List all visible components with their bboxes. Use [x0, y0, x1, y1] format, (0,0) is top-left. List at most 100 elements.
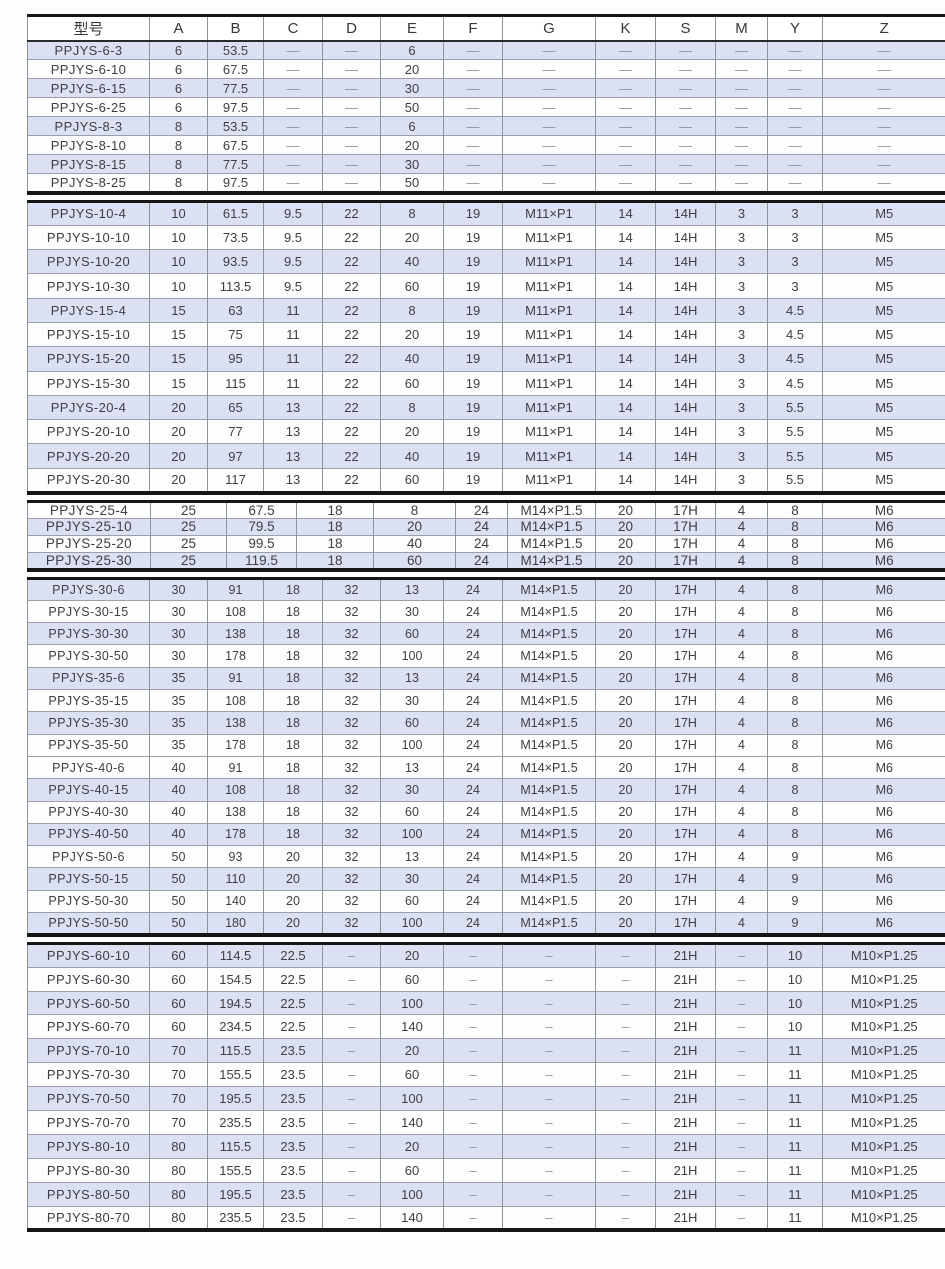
value-cell: 32	[322, 889, 381, 913]
value-cell: 97.5	[207, 97, 264, 117]
value-cell: 20	[595, 845, 656, 868]
value-cell: 13	[380, 577, 444, 601]
table-row: PPJYS-8-15 8 77.5— —30— — — — — — —	[27, 154, 945, 174]
value-cell: —	[715, 40, 768, 60]
value-cell: 25	[150, 500, 227, 519]
table-row: PPJYS-15-10 15 75 11 22 20 19 M11×P1 14 14H 3 4.5 M5	[27, 321, 945, 347]
value-cell: 4	[715, 755, 768, 779]
value-cell: –	[443, 1133, 503, 1159]
value-cell: 10	[149, 249, 208, 274]
value-cell: 155.5	[207, 1062, 264, 1087]
value-cell: 100	[380, 822, 444, 846]
value-cell: 14	[595, 224, 656, 250]
value-cell: 50	[380, 173, 444, 193]
value-cell: 3	[715, 394, 768, 420]
value-cell: 18	[296, 534, 374, 553]
value-cell: –	[715, 1205, 768, 1230]
value-cell: M6	[822, 644, 945, 668]
table-row: PPJYS-20-10 20 77 13 22 20 19 M11×P1 14 14H 3 5.5 M5	[27, 419, 945, 444]
value-cell: 53.5	[207, 40, 264, 60]
value-cell: 67.5	[207, 59, 264, 79]
column-header-A: A	[149, 15, 208, 42]
value-cell: 6	[149, 97, 208, 117]
value-cell: 32	[322, 599, 381, 623]
value-cell: 80	[149, 1181, 208, 1207]
table-row: PPJYS-30-50 30 178 18 32 100 24 M14×P1.5 20 17H 4 8…	[27, 644, 945, 668]
model-cell: PPJYS-80-30	[27, 1157, 150, 1183]
table-row: PPJYS-25-4 25 67.5 18 8 24 M14×P1.5 20 17H 4 8 M6	[27, 500, 945, 519]
value-cell: 18	[263, 666, 323, 690]
column-header-G: G	[502, 15, 596, 42]
value-cell: 20	[595, 711, 656, 735]
value-cell: 4	[715, 800, 768, 824]
value-cell: 10	[767, 990, 823, 1015]
value-cell: 23.5	[263, 1110, 323, 1135]
value-cell: 5.5	[767, 419, 823, 444]
value-cell: —	[767, 135, 823, 155]
value-cell: –	[443, 1157, 503, 1183]
value-cell: —	[595, 135, 656, 155]
value-cell: –	[502, 942, 596, 968]
value-cell: 13	[263, 394, 323, 420]
value-cell: 77	[207, 419, 264, 444]
value-cell: M5	[822, 273, 945, 299]
value-cell: 4	[715, 517, 768, 536]
value-cell: 20	[380, 1038, 444, 1063]
value-cell: 14H	[655, 370, 716, 396]
value-cell: 6	[380, 40, 444, 60]
value-cell: 22	[322, 394, 381, 420]
value-cell: 100	[380, 1181, 444, 1207]
value-cell: 73.5	[207, 224, 264, 250]
value-cell: –	[595, 1110, 656, 1135]
value-cell: 22	[322, 346, 381, 372]
value-cell: 30	[380, 599, 444, 623]
value-cell: 18	[263, 599, 323, 623]
value-cell: 60	[380, 711, 444, 735]
value-cell: —	[822, 40, 945, 60]
table-row: PPJYS-6-25 6 97.5— —50— — — — — — —	[27, 97, 945, 117]
value-cell: 4	[715, 778, 768, 802]
value-cell: 4	[715, 500, 768, 519]
value-cell: —	[655, 135, 716, 155]
value-cell: —	[655, 40, 716, 60]
value-cell: –	[322, 1110, 381, 1135]
value-cell: 14	[595, 321, 656, 347]
table-row: PPJYS-70-70 70 235.5 23.5–140– – –21H –11 M10×P…	[27, 1110, 945, 1135]
value-cell: 11	[263, 321, 323, 347]
value-cell: 8	[767, 500, 823, 519]
value-cell: 17H	[655, 778, 716, 802]
value-cell: 234.5	[207, 1014, 264, 1039]
value-cell: 8	[149, 135, 208, 155]
value-cell: 17H	[655, 689, 716, 712]
value-cell: 21H	[655, 966, 716, 992]
value-cell: M6	[822, 551, 945, 570]
value-cell: 19	[443, 297, 503, 323]
value-cell: –	[502, 1110, 596, 1135]
value-cell: 24	[455, 517, 508, 536]
value-cell: 23.5	[263, 1086, 323, 1111]
value-cell: 9	[767, 889, 823, 913]
value-cell: 18	[296, 500, 374, 519]
value-cell: M14×P1.5	[502, 867, 596, 891]
value-cell: 178	[207, 644, 264, 668]
table-row: PPJYS-35-50 35 178 18 32 100 24 M14×P1.5 20 17H 4 8…	[27, 733, 945, 757]
value-cell: 20	[263, 889, 323, 913]
table-row: PPJYS-50-50 50 180 20 32 100 24 M14×P1.5 20 17H 4 9…	[27, 912, 945, 935]
table-row: PPJYS-40-6 40 91 18 32 13 24 M14×P1.5 20 17H 4 8 M6	[27, 755, 945, 779]
model-cell: PPJYS-70-10	[27, 1038, 150, 1063]
value-cell: M14×P1.5	[507, 551, 596, 570]
value-cell: 10	[767, 966, 823, 992]
value-cell: 60	[149, 942, 208, 968]
value-cell: 15	[149, 297, 208, 323]
value-cell: 32	[322, 733, 381, 757]
value-cell: 235.5	[207, 1110, 264, 1135]
value-cell: 4.5	[767, 321, 823, 347]
value-cell: –	[502, 1205, 596, 1230]
value-cell: —	[715, 78, 768, 98]
value-cell: –	[595, 1038, 656, 1063]
value-cell: 60	[380, 622, 444, 645]
value-cell: 17H	[655, 622, 716, 645]
model-cell: PPJYS-6-25	[27, 97, 150, 117]
value-cell: 14	[595, 273, 656, 299]
value-cell: M6	[822, 500, 945, 519]
